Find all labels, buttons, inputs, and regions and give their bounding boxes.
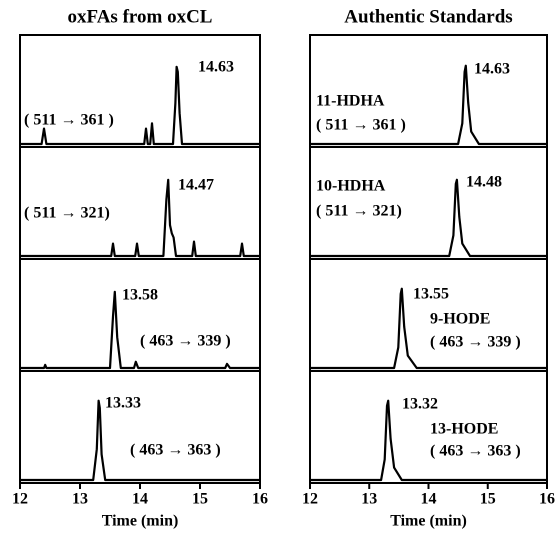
annotation: ( 463 → 363 ) xyxy=(130,442,221,459)
chromatogram-trace xyxy=(20,178,260,258)
x-tick-label: 15 xyxy=(192,491,208,508)
annotation: 13.33 xyxy=(105,395,141,412)
annotation: ( 511 → 361 ) xyxy=(24,112,114,129)
annotation: 13.55 xyxy=(413,286,449,303)
annotation: 13-HODE xyxy=(430,421,498,438)
annotation: 9-HODE xyxy=(430,311,490,328)
chromatogram-trace xyxy=(310,287,547,370)
x-axis-label: Time (min) xyxy=(390,513,467,530)
x-tick-label: 16 xyxy=(539,491,555,508)
panel-title: Authentic Standards xyxy=(344,6,512,27)
chromatogram-trace xyxy=(20,290,260,370)
annotation: 14.48 xyxy=(466,174,502,191)
annotation: ( 463 → 339 ) xyxy=(430,334,521,351)
x-tick-label: 14 xyxy=(132,491,148,508)
annotation: ( 511 → 361 ) xyxy=(316,117,406,134)
chromatogram-trace xyxy=(310,64,547,146)
annotation: 14.63 xyxy=(198,59,234,76)
chromatogram-trace xyxy=(20,65,260,146)
panel-title: oxFAs from oxCL xyxy=(68,6,213,27)
annotation: ( 463 → 363 ) xyxy=(430,443,521,460)
annotation: 10-HDHA xyxy=(316,178,386,195)
annotation: ( 511 → 321) xyxy=(24,205,110,222)
chromatogram-trace xyxy=(20,399,260,482)
chromatogram-trace xyxy=(310,399,547,482)
x-tick-label: 12 xyxy=(302,491,318,508)
annotation: 14.63 xyxy=(474,61,510,78)
annotation: 13.32 xyxy=(402,396,438,413)
x-tick-label: 16 xyxy=(252,491,268,508)
chromatogram-trace xyxy=(310,178,547,258)
annotation: ( 511 → 321) xyxy=(316,203,402,220)
x-tick-label: 12 xyxy=(12,491,28,508)
x-tick-label: 14 xyxy=(421,491,437,508)
x-tick-label: 13 xyxy=(361,491,377,508)
annotation: 11-HDHA xyxy=(316,93,385,110)
x-axis-label: Time (min) xyxy=(102,513,179,530)
annotation: ( 463 → 339 ) xyxy=(140,333,231,350)
annotation: 13.58 xyxy=(122,287,158,304)
x-tick-label: 13 xyxy=(72,491,88,508)
annotation: 14.47 xyxy=(178,177,214,194)
x-tick-label: 15 xyxy=(480,491,496,508)
